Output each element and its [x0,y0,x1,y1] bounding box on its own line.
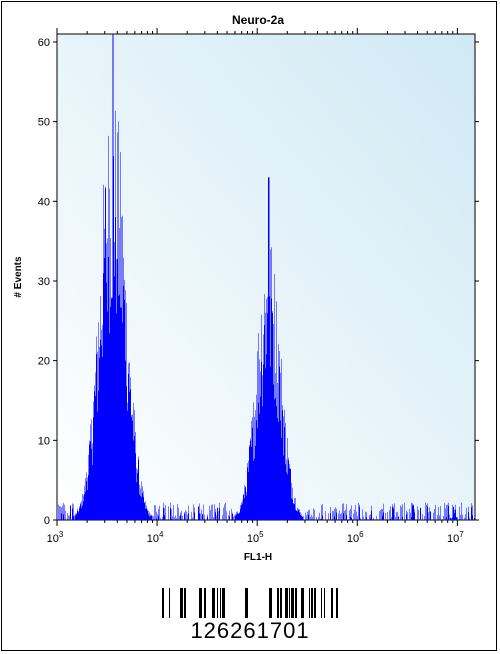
barcode-image [162,588,338,618]
barcode-bar [321,588,322,618]
y-tick-label: 40 [38,196,50,208]
barcode-bar [220,588,221,618]
barcode-bar [180,588,183,618]
histogram-series [57,34,476,520]
barcode-bar [295,588,297,618]
barcode-bar [291,588,294,618]
barcode-bar [311,588,313,618]
x-axis: 103 104 105 106 107 [47,28,464,545]
barcode-bar [184,588,186,618]
x-tick-label: 103 [47,530,64,545]
barcode-bar [217,588,218,618]
barcode-bar [289,588,290,618]
barcode-bar [199,588,202,618]
x-tick-label: 107 [447,530,464,545]
x-tick-label: 106 [347,530,364,545]
chart-title: Neuro-2a [232,13,284,27]
barcode-bar [331,588,333,618]
barcode-bar [285,588,288,618]
y-tick-label: 20 [38,356,50,368]
y-tick-label: 50 [38,117,50,129]
barcode-bar [222,588,225,618]
y-tick-label: 30 [38,276,50,288]
barcode-bar [212,588,215,618]
y-axis-label: # Events [13,256,24,298]
barcode-number: 126261701 [190,618,310,643]
x-axis-label: FL1-H [244,552,272,563]
barcode-bar [169,588,170,618]
barcode-bar [245,588,248,618]
barcode-bar [314,588,316,618]
barcode-bar [269,588,272,618]
barcode-bar [162,588,164,618]
y-tick-label: 10 [38,435,50,447]
y-tick-label: 60 [38,37,50,49]
x-tick-label: 104 [147,530,164,545]
barcode-bar [204,588,206,618]
barcode-bar [301,588,304,618]
barcode-bar [324,588,325,618]
y-axis: 0 10 20 30 40 50 60 [38,37,479,527]
y-tick-label: 0 [44,515,50,527]
barcode-bar [280,588,282,618]
barcode-bar [336,588,338,618]
x-tick-label: 105 [247,530,264,545]
barcode-bar [309,588,310,618]
histogram-area [57,34,476,520]
barcode-bar [277,588,279,618]
